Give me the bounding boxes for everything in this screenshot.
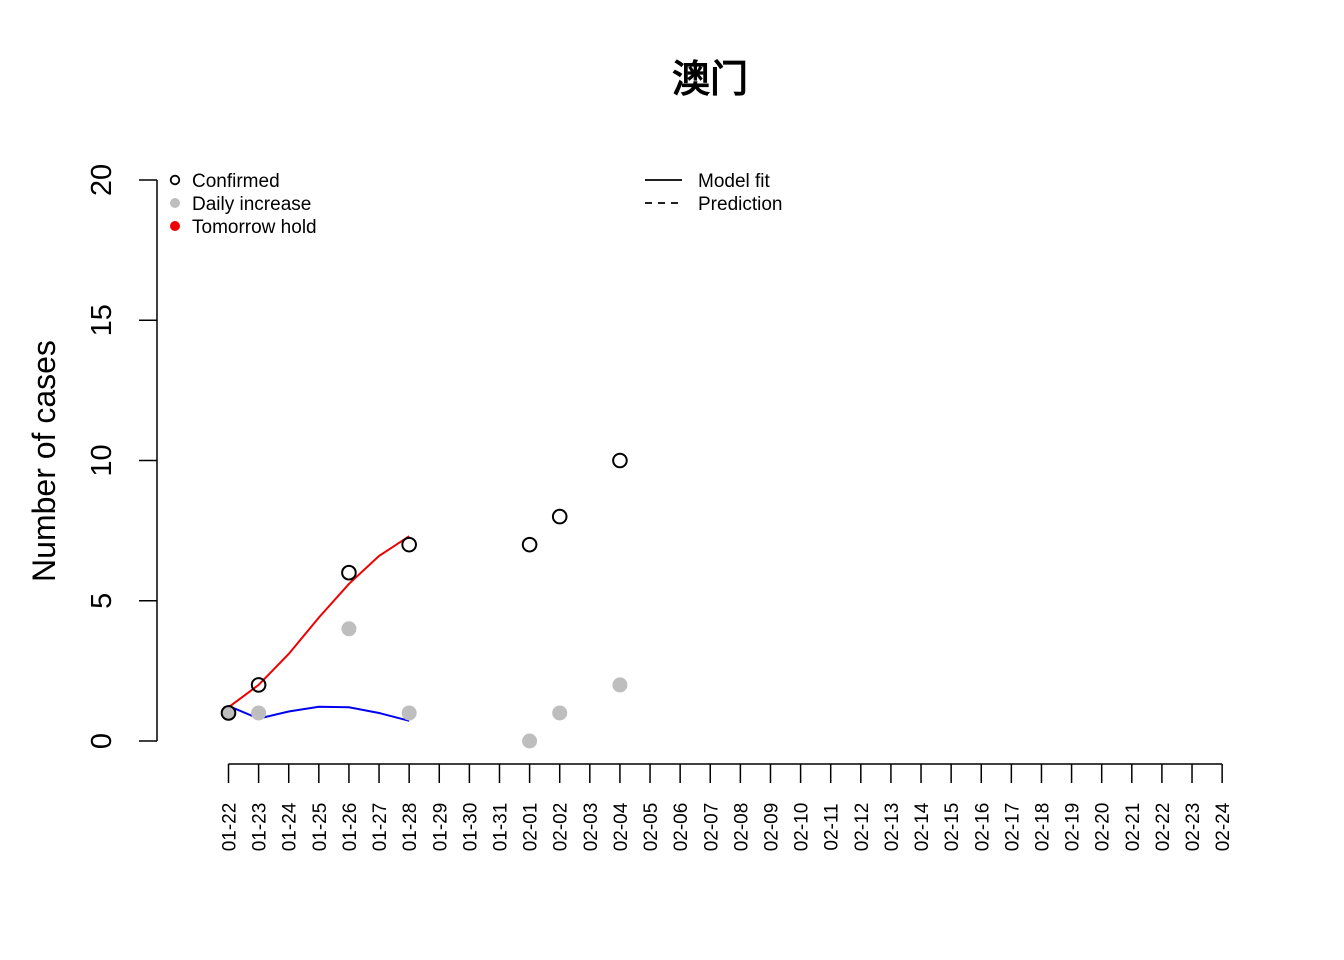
daily-increase-point (612, 677, 628, 693)
x-tick-label: 02-09 (761, 803, 782, 852)
legend-daily-increase-symbol (170, 198, 180, 208)
x-tick-label: 02-04 (611, 802, 632, 851)
y-tick-label: 20 (86, 164, 118, 196)
x-tick-label: 02-11 (822, 803, 843, 850)
x-tick-label: 02-14 (912, 802, 933, 851)
daily-increase-point (522, 733, 538, 749)
legend-tomorrow-hold-label: Tomorrow hold (192, 217, 317, 238)
x-tick-label: 01-25 (310, 803, 331, 852)
x-tick-label: 02-08 (731, 803, 752, 852)
x-tick-label: 01-28 (400, 803, 421, 852)
x-axis: 01-22 01-23 01-24 01-25 01-26 01-27 01-28 01-29… (220, 763, 1234, 852)
x-tick-label: 02-22 (1153, 803, 1174, 852)
x-tick-label: 02-17 (1002, 803, 1023, 852)
x-tick-label: 02-20 (1093, 803, 1114, 852)
x-tick-label: 01-23 (250, 803, 271, 852)
data-points (220, 452, 628, 749)
daily-increase-point (251, 705, 267, 721)
x-tick-label: 02-12 (852, 803, 873, 852)
x-tick-label: 02-16 (972, 803, 993, 852)
legend-tomorrow-hold-symbol (170, 221, 180, 231)
daily-increase-point (221, 705, 236, 721)
x-tick-label: 02-10 (792, 803, 813, 852)
daily-increase-point (401, 705, 417, 721)
confirmed-point (220, 705, 237, 721)
model-fit-line-3 (227, 535, 410, 709)
legend-daily-increase-label: Daily increase (192, 194, 311, 215)
y-tick-label: 15 (86, 304, 118, 336)
legend-prediction-label: Prediction (698, 194, 783, 215)
x-tick-label: 02-05 (641, 803, 662, 852)
x-tick-label: 02-24 (1213, 802, 1234, 851)
x-tick-label: 02-02 (551, 803, 572, 852)
x-tick-label: 02-01 (521, 803, 542, 852)
legend-confirmed-label: Confirmed (192, 171, 280, 192)
confirmed-point (341, 564, 357, 581)
x-tick-label: 02-07 (701, 803, 722, 852)
y-axis-label: Number of cases (26, 340, 62, 582)
x-tick-label: 01-31 (490, 803, 511, 852)
y-tick-label: 5 (86, 593, 118, 609)
x-tick-label: 01-29 (430, 803, 451, 852)
confirmed-point (250, 677, 267, 693)
x-tick-label: 02-18 (1032, 803, 1053, 852)
model-fit-lines (227, 535, 410, 722)
x-tick-label: 01-26 (340, 803, 361, 852)
confirmed-point (551, 508, 568, 525)
y-tick-label: 10 (86, 444, 118, 476)
confirmed-point (521, 536, 538, 553)
y-tick-label: 0 (86, 733, 118, 749)
x-tick-label: 01-22 (220, 803, 241, 852)
y-axis: 0 5 10 15 20 (86, 164, 158, 749)
legend-model-fit-label: Model fit (698, 171, 771, 192)
x-tick-label: 02-15 (942, 803, 963, 852)
x-tick-label: 02-19 (1063, 803, 1084, 852)
confirmed-point (401, 536, 417, 553)
x-tick-label: 02-23 (1183, 803, 1204, 852)
chart-title: 澳门 (672, 57, 748, 101)
x-tick-label: 02-06 (671, 803, 692, 852)
legend-confirmed-symbol (169, 174, 181, 186)
x-tick-label: 02-03 (581, 803, 602, 852)
x-tick-label: 01-24 (280, 802, 301, 851)
confirmed-point (612, 452, 628, 469)
daily-increase-point (552, 705, 568, 721)
x-tick-label: 02-13 (882, 803, 903, 852)
x-tick-label: 01-27 (370, 803, 391, 852)
x-tick-label: 01-30 (460, 803, 481, 852)
x-tick-label: 02-21 (1123, 803, 1144, 852)
daily-increase-point (341, 621, 357, 637)
